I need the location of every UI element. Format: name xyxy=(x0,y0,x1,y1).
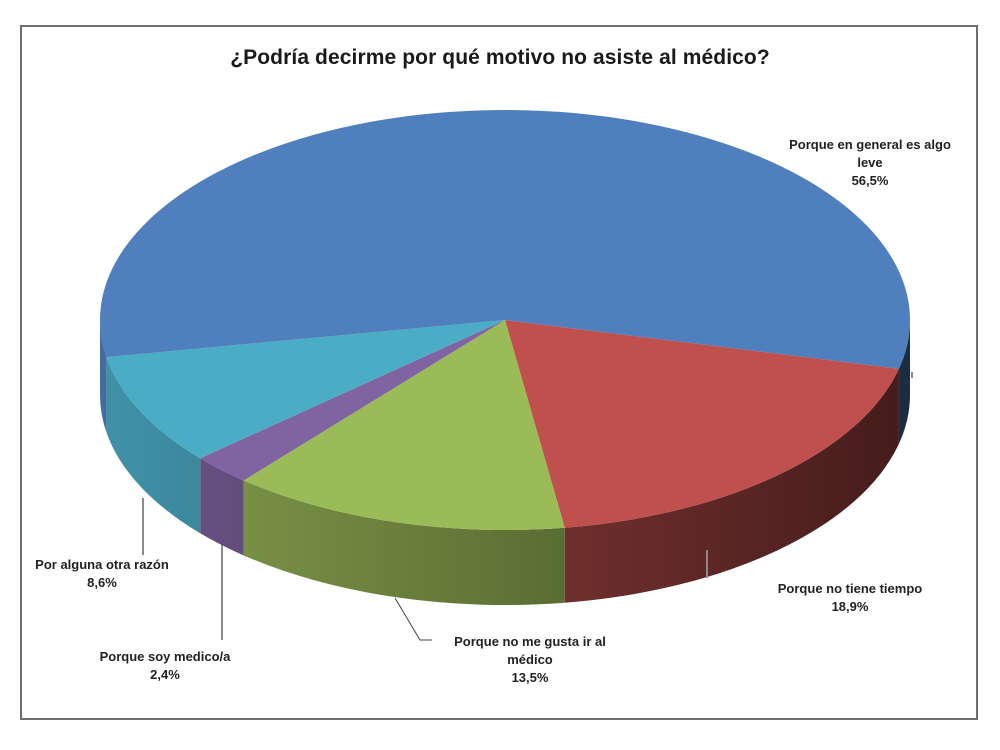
label-leve: Porque en general es algo leve 56,5% xyxy=(770,136,970,190)
label-leve-line1: Porque en general es algo xyxy=(789,137,951,152)
label-medico-line1: Porque soy medico/a xyxy=(99,649,231,664)
label-tiempo: Porque no tiene tiempo 18,9% xyxy=(745,580,955,616)
pie-slice-4 xyxy=(106,320,505,459)
label-medico-pct: 2,4% xyxy=(150,667,180,682)
leader-line xyxy=(394,597,432,641)
pie-slice-0 xyxy=(100,110,911,369)
label-tiempo-pct: 18,9% xyxy=(831,599,869,614)
pie-side-3 xyxy=(200,458,244,556)
label-no-gusta-line2: médico xyxy=(507,652,553,667)
pie-side-4 xyxy=(106,357,201,534)
label-otra: Por alguna otra razón 8,6% xyxy=(22,556,182,592)
label-leve-pct: 56,5% xyxy=(851,173,889,188)
label-medico: Porque soy medico/a 2,4% xyxy=(80,648,250,684)
label-otra-line1: Por alguna otra razón xyxy=(35,557,169,572)
pie-slice-3 xyxy=(200,320,505,481)
label-leve-line2: leve xyxy=(857,155,883,170)
label-tiempo-line1: Porque no tiene tiempo xyxy=(777,581,923,596)
pie-slice-1 xyxy=(505,320,899,528)
label-no-gusta-line1: Porque no me gusta ir al xyxy=(454,634,606,649)
pie-side-2 xyxy=(243,480,565,605)
label-no-gusta: Porque no me gusta ir al médico 13,5% xyxy=(430,633,630,687)
chart-title: ¿Podría decirme por qué motivo no asiste… xyxy=(230,46,770,69)
pie-side-1 xyxy=(564,368,899,603)
label-otra-pct: 8,6% xyxy=(87,575,117,590)
pie-slice-2 xyxy=(243,320,565,530)
label-no-gusta-pct: 13,5% xyxy=(511,670,549,685)
